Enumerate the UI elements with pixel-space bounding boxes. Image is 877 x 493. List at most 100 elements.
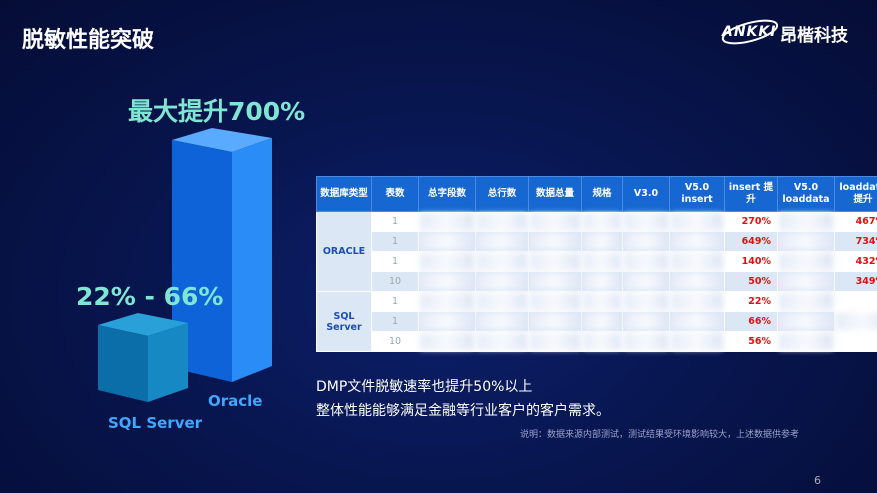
blurred-cell bbox=[581, 291, 623, 312]
blurred-cell bbox=[418, 211, 476, 232]
body-line: 整体性能能够满足金融等行业客户的客户需求。 bbox=[316, 403, 610, 419]
blur-fill bbox=[671, 273, 723, 290]
blur-fill bbox=[583, 233, 621, 250]
blurred-cell bbox=[777, 291, 835, 312]
blurred-cell bbox=[528, 251, 582, 272]
blurred-cell bbox=[622, 291, 670, 312]
insert-gain: 140% bbox=[724, 251, 778, 272]
page-number: 6 bbox=[814, 474, 821, 487]
blurred-cell bbox=[622, 251, 670, 272]
blurred-cell bbox=[777, 311, 835, 332]
blur-fill bbox=[420, 273, 474, 290]
blurred-cell bbox=[418, 311, 476, 332]
blur-fill bbox=[583, 213, 621, 230]
blurred-cell bbox=[528, 231, 582, 252]
bars-3d bbox=[98, 128, 272, 402]
column-header: 表数 bbox=[371, 176, 419, 212]
table-count: 1 bbox=[371, 231, 419, 252]
loaddata-gain: 349% bbox=[834, 271, 877, 292]
company: 昂楷科技 bbox=[780, 26, 848, 46]
blur-fill bbox=[836, 313, 877, 330]
insert-gain: 22% bbox=[724, 291, 778, 312]
blurred-cell bbox=[622, 311, 670, 332]
blur-fill bbox=[420, 253, 474, 270]
insert-gain: 649% bbox=[724, 231, 778, 252]
blurred-cell bbox=[528, 311, 582, 332]
blur-fill bbox=[477, 253, 527, 270]
blurred-cell bbox=[418, 331, 476, 352]
blur-fill bbox=[671, 213, 723, 230]
blur-fill bbox=[624, 313, 668, 330]
loaddata-gain: 467% bbox=[834, 211, 877, 232]
sqlserver-callout: 22% - 66% bbox=[76, 282, 224, 311]
table-count: 1 bbox=[371, 251, 419, 272]
blurred-cell bbox=[581, 271, 623, 292]
blur-fill bbox=[477, 333, 527, 350]
blur-fill bbox=[671, 333, 723, 350]
title: 脱敏性能突破 bbox=[22, 28, 155, 53]
column-header: 规格 bbox=[581, 176, 623, 212]
blur-fill bbox=[530, 253, 580, 270]
blur-fill bbox=[530, 313, 580, 330]
column-header: insert 提升 bbox=[724, 176, 778, 212]
blurred-cell bbox=[669, 251, 725, 272]
blur-fill bbox=[583, 273, 621, 290]
blur-fill bbox=[671, 313, 723, 330]
blur-fill bbox=[420, 213, 474, 230]
blur-fill bbox=[530, 213, 580, 230]
blur-fill bbox=[530, 233, 580, 250]
blur-fill bbox=[779, 213, 833, 230]
loaddata-gain: 432% bbox=[834, 251, 877, 272]
table-row: 1 140% 432% bbox=[317, 251, 877, 272]
blurred-cell bbox=[622, 211, 670, 232]
blurred-cell bbox=[834, 291, 877, 352]
column-header: V3.0 bbox=[622, 176, 670, 212]
blurred-cell bbox=[777, 331, 835, 352]
column-header: loaddata 提升 bbox=[834, 176, 877, 212]
blur-fill bbox=[624, 273, 668, 290]
blur-fill bbox=[477, 213, 527, 230]
oracle-callout: 最大提升700% bbox=[128, 97, 306, 126]
blurred-cell bbox=[475, 271, 529, 292]
blur-fill bbox=[779, 333, 833, 350]
blur-fill bbox=[624, 293, 668, 310]
blurred-cell bbox=[475, 251, 529, 272]
blurred-cell bbox=[777, 231, 835, 252]
blurred-cell bbox=[581, 331, 623, 352]
blur-fill bbox=[583, 333, 621, 350]
blur-fill bbox=[477, 313, 527, 330]
blurred-cell bbox=[528, 291, 582, 312]
blurred-cell bbox=[669, 271, 725, 292]
blur-fill bbox=[624, 213, 668, 230]
blurred-cell bbox=[528, 271, 582, 292]
results-table: 数据库类型 表数 总字段数 总行数 数据总量 规格 V3.0 V5.0 insert inser… bbox=[316, 176, 877, 352]
blurred-cell bbox=[418, 231, 476, 252]
table-count: 1 bbox=[371, 291, 419, 312]
loaddata-gain: 734% bbox=[834, 231, 877, 252]
blur-fill bbox=[779, 293, 833, 310]
group-name: ORACLE bbox=[316, 211, 372, 292]
blur-fill bbox=[624, 333, 668, 350]
table-row: 1 649% 734% bbox=[317, 231, 877, 252]
table-count: 1 bbox=[371, 311, 419, 332]
column-header: V5.0 insert bbox=[669, 176, 725, 212]
insert-gain: 50% bbox=[724, 271, 778, 292]
table-row: 10 56% bbox=[317, 331, 877, 352]
blurred-cell bbox=[581, 211, 623, 232]
blurred-cell bbox=[581, 251, 623, 272]
blurred-cell bbox=[581, 311, 623, 332]
blurred-cell bbox=[669, 291, 725, 312]
blurred-cell bbox=[418, 291, 476, 312]
blur-fill bbox=[420, 313, 474, 330]
blurred-cell bbox=[418, 251, 476, 272]
blurred-cell bbox=[669, 211, 725, 232]
blur-fill bbox=[624, 253, 668, 270]
blur-fill bbox=[779, 253, 833, 270]
blur-fill bbox=[779, 233, 833, 250]
insert-gain: 270% bbox=[724, 211, 778, 232]
blurred-cell bbox=[777, 271, 835, 292]
blurred-cell bbox=[581, 231, 623, 252]
group-name: SQL Server bbox=[316, 291, 372, 352]
blur-fill bbox=[671, 233, 723, 250]
